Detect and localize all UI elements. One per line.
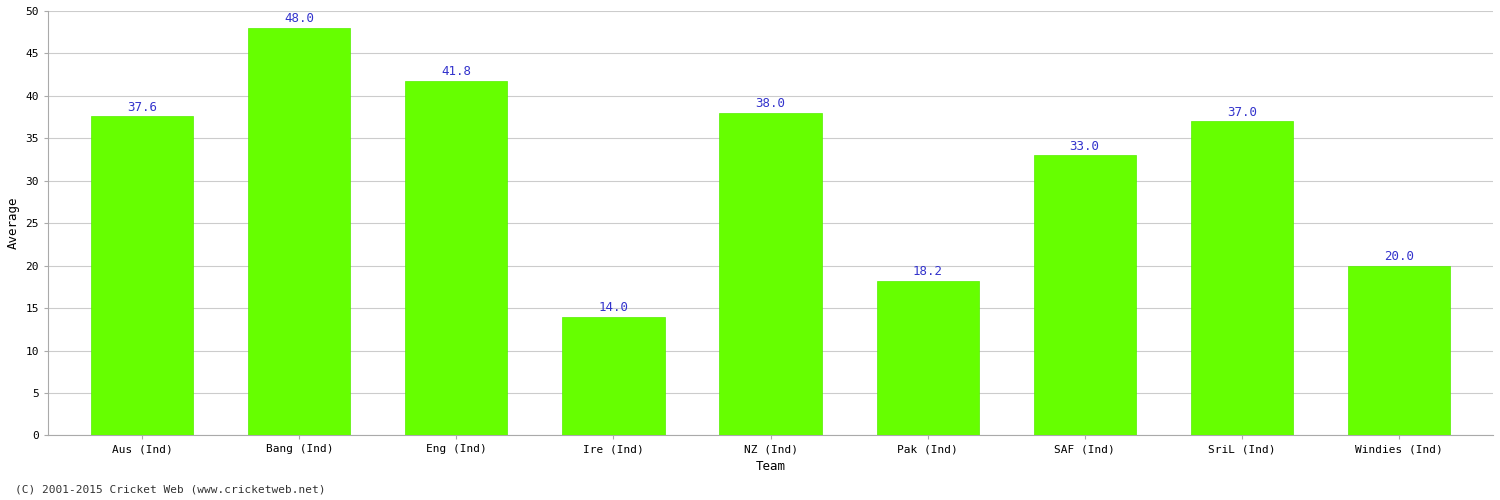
Text: 37.6: 37.6 (128, 100, 158, 114)
Bar (249, 28, 351, 436)
Text: 38.0: 38.0 (756, 98, 786, 110)
Bar (405, 80, 507, 436)
Bar (720, 113, 822, 436)
Bar (1034, 156, 1136, 436)
Text: 37.0: 37.0 (1227, 106, 1257, 119)
Text: 41.8: 41.8 (441, 65, 471, 78)
Bar (1191, 122, 1293, 436)
Text: 20.0: 20.0 (1384, 250, 1414, 263)
Bar (1348, 266, 1450, 436)
Y-axis label: Average: Average (8, 197, 20, 250)
Text: 14.0: 14.0 (598, 301, 628, 314)
X-axis label: Team: Team (756, 460, 786, 473)
Text: 18.2: 18.2 (912, 266, 942, 278)
Bar (562, 316, 664, 436)
Bar (92, 116, 194, 436)
Text: 33.0: 33.0 (1070, 140, 1100, 152)
Text: 48.0: 48.0 (285, 12, 315, 26)
Bar (876, 281, 978, 436)
Text: (C) 2001-2015 Cricket Web (www.cricketweb.net): (C) 2001-2015 Cricket Web (www.cricketwe… (15, 485, 326, 495)
